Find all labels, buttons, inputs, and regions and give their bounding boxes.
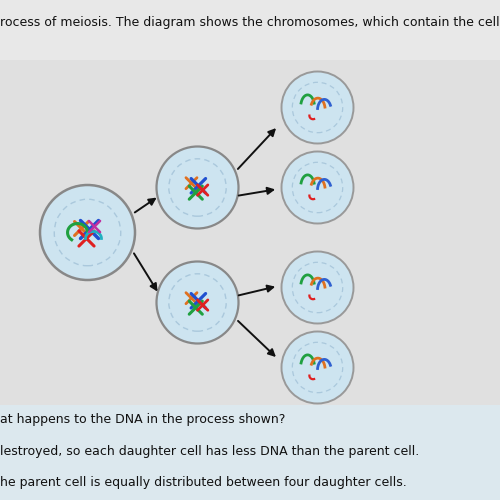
Circle shape — [282, 72, 354, 144]
Text: rocess of meiosis. The diagram shows the chromosomes, which contain the cell: rocess of meiosis. The diagram shows the… — [0, 16, 500, 29]
Text: at happens to the DNA in the process shown?: at happens to the DNA in the process sho… — [0, 412, 286, 426]
Circle shape — [156, 262, 238, 344]
Circle shape — [282, 152, 354, 224]
Circle shape — [40, 185, 135, 280]
Text: lestroyed, so each daughter cell has less DNA than the parent cell.: lestroyed, so each daughter cell has les… — [0, 445, 419, 458]
Circle shape — [282, 252, 354, 324]
Bar — [0, 0, 500, 60]
Circle shape — [156, 146, 238, 228]
Circle shape — [282, 332, 354, 404]
Bar — [0, 405, 500, 500]
Text: he parent cell is equally distributed between four daughter cells.: he parent cell is equally distributed be… — [0, 476, 407, 489]
